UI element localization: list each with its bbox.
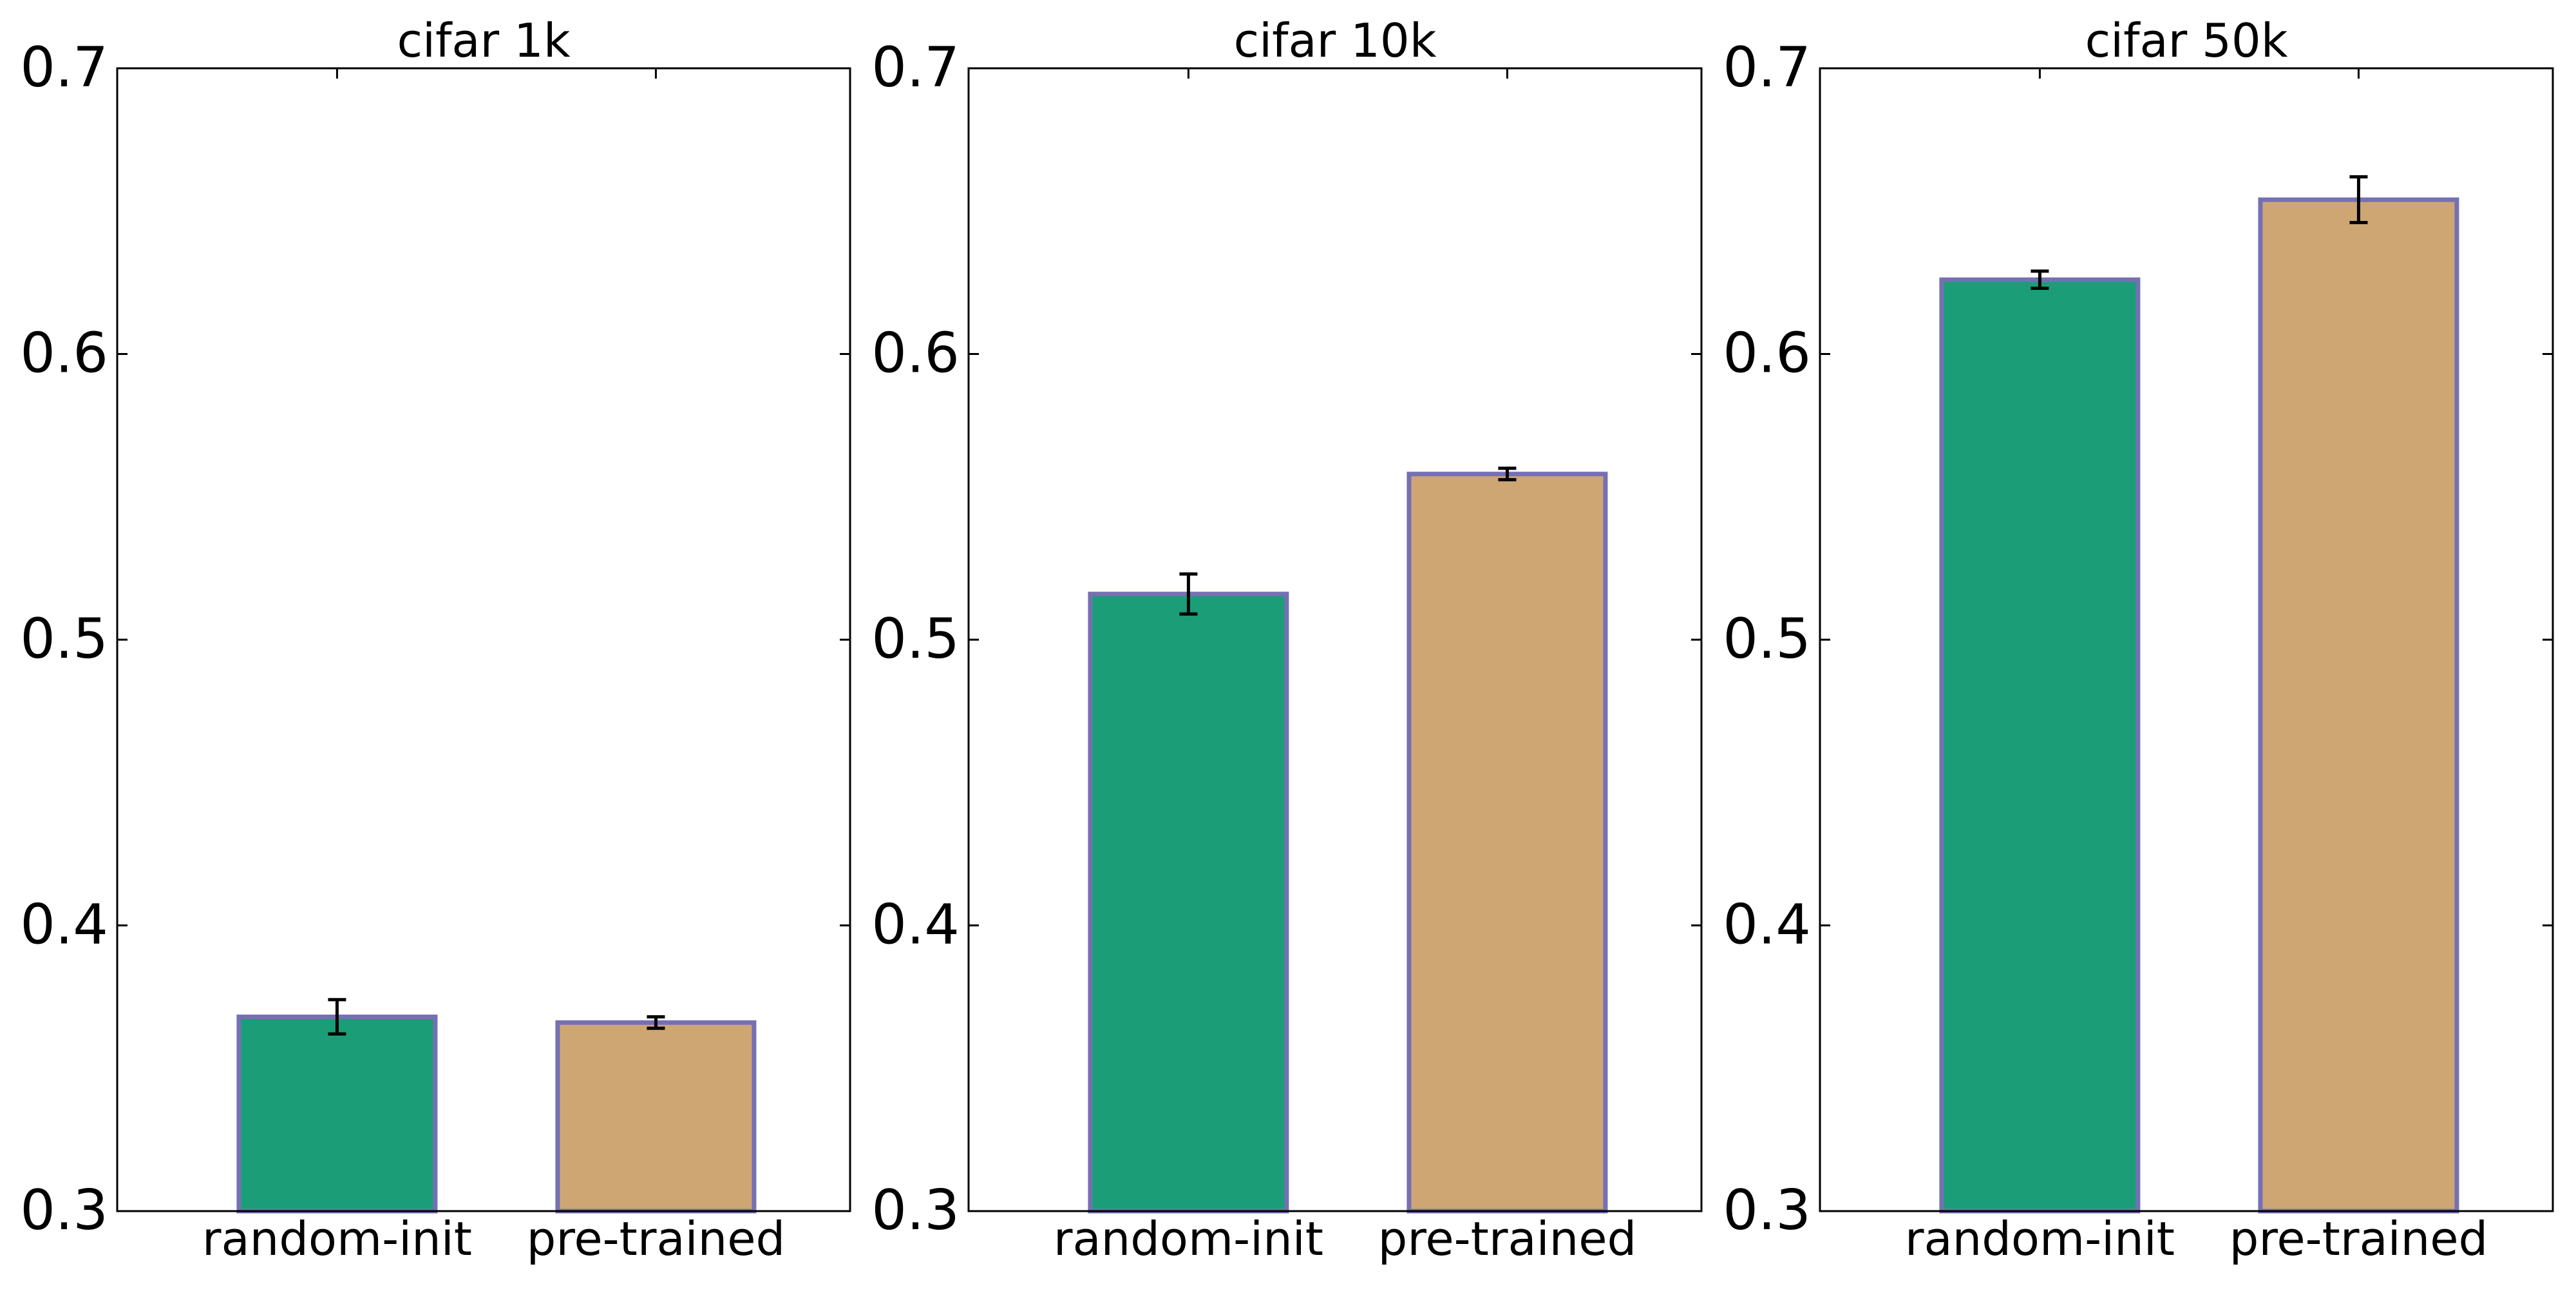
panel-title: cifar 50k: [2085, 14, 2288, 68]
x-tick-label: pre-trained: [1378, 1212, 1637, 1266]
error-bar-pre-trained: [2349, 175, 2368, 224]
y-tick-label: 0.4: [871, 893, 960, 957]
y-tick-label: 0.7: [871, 35, 960, 100]
error-bar-pre-trained: [647, 1015, 665, 1030]
y-tick-label: 0.3: [871, 1178, 960, 1243]
y-tick-label: 0.3: [1723, 1178, 1811, 1243]
panel-1: random-init pre-trained 0.3 0.4 0.5 0.6 0.7 cif…: [20, 14, 851, 1266]
error-bar-pre-trained: [1498, 466, 1517, 482]
bar-pre-trained: [2258, 197, 2459, 1214]
error-bar-random-init: [1179, 572, 1198, 616]
panel-2: random-init pre-trained 0.3 0.4 0.5 0.6 0.7 cif…: [871, 14, 1703, 1266]
bar-random-init: [1088, 591, 1289, 1214]
x-tick-label: pre-trained: [2230, 1212, 2488, 1266]
y-tick-label: 0.5: [871, 607, 960, 671]
y-tick-label: 0.7: [1723, 35, 1811, 100]
y-tick-label: 0.4: [1723, 893, 1811, 957]
y-tick-label: 0.6: [1723, 321, 1811, 386]
panel-3: random-init pre-trained 0.3 0.4 0.5 0.6 0.7 cif…: [1723, 14, 2554, 1266]
bar-random-init: [236, 1014, 438, 1214]
y-tick-label: 0.4: [20, 893, 108, 957]
y-tick-label: 0.5: [20, 607, 108, 671]
y-tick-label: 0.7: [20, 35, 108, 100]
x-tick-label: random-init: [202, 1212, 472, 1266]
y-tick-label: 0.5: [1723, 607, 1811, 671]
x-tick-label: random-init: [1905, 1212, 2175, 1266]
y-tick-label: 0.3: [20, 1178, 108, 1243]
panel-title: cifar 10k: [1234, 14, 1437, 68]
x-tick-label: random-init: [1054, 1212, 1323, 1266]
bar-random-init: [1939, 277, 2141, 1214]
bar-pre-trained: [1406, 472, 1608, 1214]
panel-title: cifar 1k: [397, 14, 570, 68]
bar-pre-trained: [555, 1020, 757, 1214]
y-tick-label: 0.6: [871, 321, 960, 386]
error-bar-random-init: [2031, 269, 2049, 290]
y-tick-label: 0.6: [20, 321, 108, 386]
error-bar-random-init: [328, 998, 346, 1036]
x-tick-label: pre-trained: [527, 1212, 786, 1266]
